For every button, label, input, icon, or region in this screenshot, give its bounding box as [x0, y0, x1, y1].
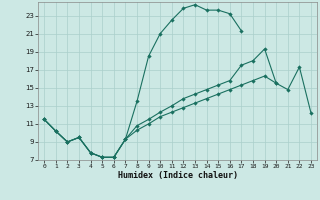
X-axis label: Humidex (Indice chaleur): Humidex (Indice chaleur)	[118, 171, 238, 180]
